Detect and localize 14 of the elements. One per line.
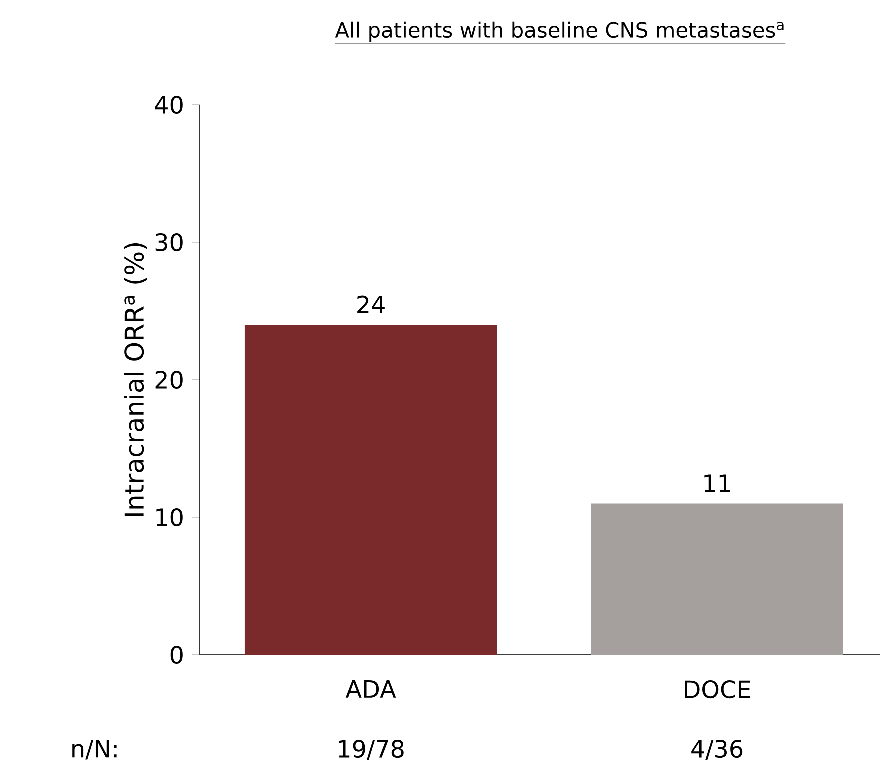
y-axis-title: Intracranial ORR$^{a}$ (%) — [124, 243, 148, 516]
data-label: 11 — [704, 474, 730, 492]
y-tick-label: 20 — [156, 370, 183, 390]
y-tick-label: 30 — [156, 233, 183, 252]
data-label: 24 — [358, 296, 385, 314]
x-tick-label: DOCE — [685, 680, 750, 699]
y-tick-label: 40 — [155, 96, 183, 114]
y-tick-label: 0 — [170, 646, 183, 664]
text: 19/78 — [339, 740, 404, 760]
text: 4/36 — [692, 740, 743, 760]
x-tick-label: ADA — [346, 680, 396, 698]
text: n/N: — [72, 740, 117, 760]
chart-title: All patients with baseline CNS metastases$^{a}$ — [335, 22, 784, 42]
y-tick-label: 10 — [156, 508, 183, 527]
